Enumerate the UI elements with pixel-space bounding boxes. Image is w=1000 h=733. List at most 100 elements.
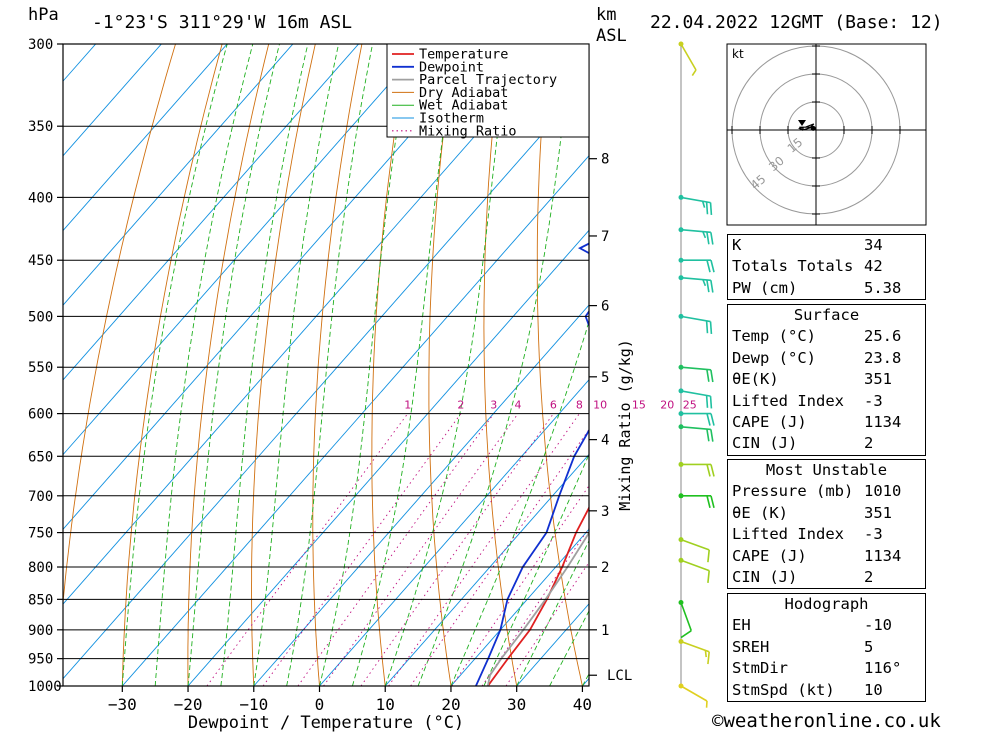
wind-barb (678, 557, 710, 583)
km-label: km (596, 5, 617, 25)
mu-cin-label: CIN (J) (732, 567, 798, 586)
most-unstable-table: Most Unstable Pressure (mb) 1010 θE (K) 35… (727, 459, 926, 590)
wind-barb (678, 411, 715, 426)
mu-theta-value: 351 (864, 503, 892, 522)
surface-cin-label: CIN (J) (732, 434, 798, 453)
km-tick-label: 7 (601, 229, 609, 245)
wind-barb (678, 639, 710, 665)
x-tick-label: 10 (376, 695, 395, 714)
wet-adiabat-line (187, 44, 280, 686)
footer-credit[interactable]: ©weatheronline.co.uk (712, 710, 941, 732)
wind-barb (678, 194, 713, 216)
mixing-ratio-axis-title: Mixing Ratio (g/kg) (616, 339, 634, 511)
pw-row: PW (cm) 5.38 (728, 278, 925, 299)
mu-title: Most Unstable (765, 461, 888, 479)
wind-barb (678, 313, 713, 334)
pressure-tick-label: 350 (28, 119, 53, 135)
site-link[interactable]: weatheronline.co.uk (723, 710, 941, 732)
mu-li-value: -3 (864, 525, 883, 544)
storm-motion-marker (798, 120, 806, 126)
mu-theta-label: θE (K) (732, 503, 788, 522)
surface-table: Surface Temp (°C) 25.6 Dewp (°C) 23.8 θE(K… (727, 304, 926, 456)
wind-barb (678, 424, 714, 442)
wind-barb (678, 599, 693, 639)
x-axis-title: Dewpoint / Temperature (°C) (188, 713, 464, 733)
isotherm-line (63, 44, 360, 381)
x-tick-label: 30 (507, 695, 526, 714)
indices-table: K 34 Totals Totals 42 PW (cm) 5.38 (727, 234, 926, 301)
surface-dewp-label: Dewp (°C) (732, 348, 816, 367)
stmdir-label: StmDir (732, 659, 788, 678)
wet-adiabat-line (121, 44, 228, 686)
hodograph-frame (726, 43, 927, 226)
km-tick-label: 3 (601, 504, 609, 520)
wind-barb (678, 364, 714, 383)
dry-adiabat-line (371, 44, 409, 686)
surface-temp-value: 25.6 (864, 327, 902, 346)
wet-adiabat-line (516, 539, 589, 686)
legend-label: Mixing Ratio (419, 123, 517, 139)
hodograph-unit-label: kt (732, 47, 744, 61)
surface-li-row: Lifted Index -3 (728, 391, 925, 412)
dry-adiabat-line (312, 44, 363, 686)
isotherm-line (318, 379, 589, 686)
surface-cape-row: CAPE (J) 1134 (728, 412, 925, 433)
sreh-label: SREH (732, 637, 770, 656)
axes: 1 2 3 4 6 8 10 15 20 25−30 −20 −10 0 10 20 30 40Dewpoint… (108, 152, 697, 733)
mixing-ratio-line (451, 484, 589, 686)
lcl-label: LCL (607, 668, 632, 684)
wind-barb (678, 493, 715, 509)
pressure-tick-label: 500 (28, 309, 53, 325)
pw-label: PW (cm) (732, 278, 798, 297)
stmdir-value: 116° (864, 659, 902, 678)
mu-pres-label: Pressure (mb) (732, 482, 854, 501)
stmspd-value: 10 (864, 680, 883, 699)
isotherm-line (63, 44, 162, 157)
pw-value: 5.38 (864, 278, 902, 297)
k-index-row: K 34 (728, 235, 925, 256)
eh-label: EH (732, 616, 751, 635)
datetime-title: 22.04.2022 12GMT (Base: 12) (650, 12, 943, 33)
legend-label: Temperature (419, 47, 508, 63)
isotherm-line (450, 528, 589, 686)
surface-theta-label: θE(K) (732, 370, 779, 389)
dry-adiabat-line (63, 44, 176, 608)
stmspd-row: StmSpd (kt) 10 (728, 680, 925, 701)
km-tick-label: 4 (601, 433, 609, 449)
legend-label: Dewpoint (419, 59, 484, 75)
eh-row: EH -10 (728, 615, 925, 636)
km-tick-label: 6 (601, 299, 609, 315)
pressure-tick-label: 550 (28, 360, 53, 376)
wet-adiabat-line (483, 453, 589, 686)
km-tick-label: 5 (601, 370, 609, 386)
wind-barb (678, 41, 697, 77)
km-tick-label: 8 (601, 152, 609, 168)
x-tick-label: 40 (573, 695, 592, 714)
dry-adiabat-line (187, 44, 270, 686)
isotherm-line (63, 44, 228, 232)
dry-adiabat-line (639, 44, 714, 686)
isotherm-line (384, 453, 589, 686)
x-tick-label: −30 (108, 695, 137, 714)
pressure-grid: 300 350 400 450 500 550 600 650 700 750 800 850 900 9… (28, 37, 589, 695)
isotherm-line (63, 44, 491, 530)
surface-li-value: -3 (864, 391, 883, 410)
mixing-ratio-label: 10 (593, 399, 607, 412)
mu-cin-row: CIN (J) 2 (728, 567, 925, 588)
legend-label: Parcel Trajectory (419, 72, 557, 88)
wind-barb (678, 275, 714, 293)
km-tick-label: 2 (601, 560, 609, 576)
legend-frame (386, 43, 590, 138)
mixing-ratio-label: 2 (457, 399, 464, 412)
pressure-tick-label: 900 (28, 623, 53, 639)
mixing-ratio-line (297, 413, 495, 686)
mu-theta-row: θE (K) 351 (728, 503, 925, 524)
surface-title: Surface (793, 306, 860, 324)
mu-cape-row: CAPE (J) 1134 (728, 546, 925, 567)
legend-label: Wet Adiabat (419, 98, 508, 114)
isotherm-line (63, 44, 294, 306)
copyright-icon: © (712, 710, 724, 732)
mixing-ratio-label: 1 (404, 399, 411, 412)
legend-label: Dry Adiabat (419, 85, 508, 101)
